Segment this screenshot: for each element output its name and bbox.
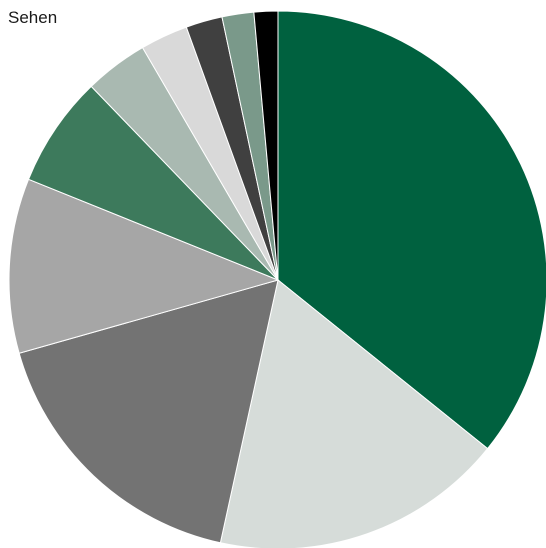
pie-slice-1 bbox=[277, 10, 546, 450]
pie-slice-10 bbox=[253, 10, 279, 281]
pie-slice-3 bbox=[18, 279, 279, 544]
pie-slice-5 bbox=[27, 85, 279, 281]
pie-slice-4 bbox=[8, 178, 280, 354]
chart-title: Sehen bbox=[8, 8, 58, 27]
